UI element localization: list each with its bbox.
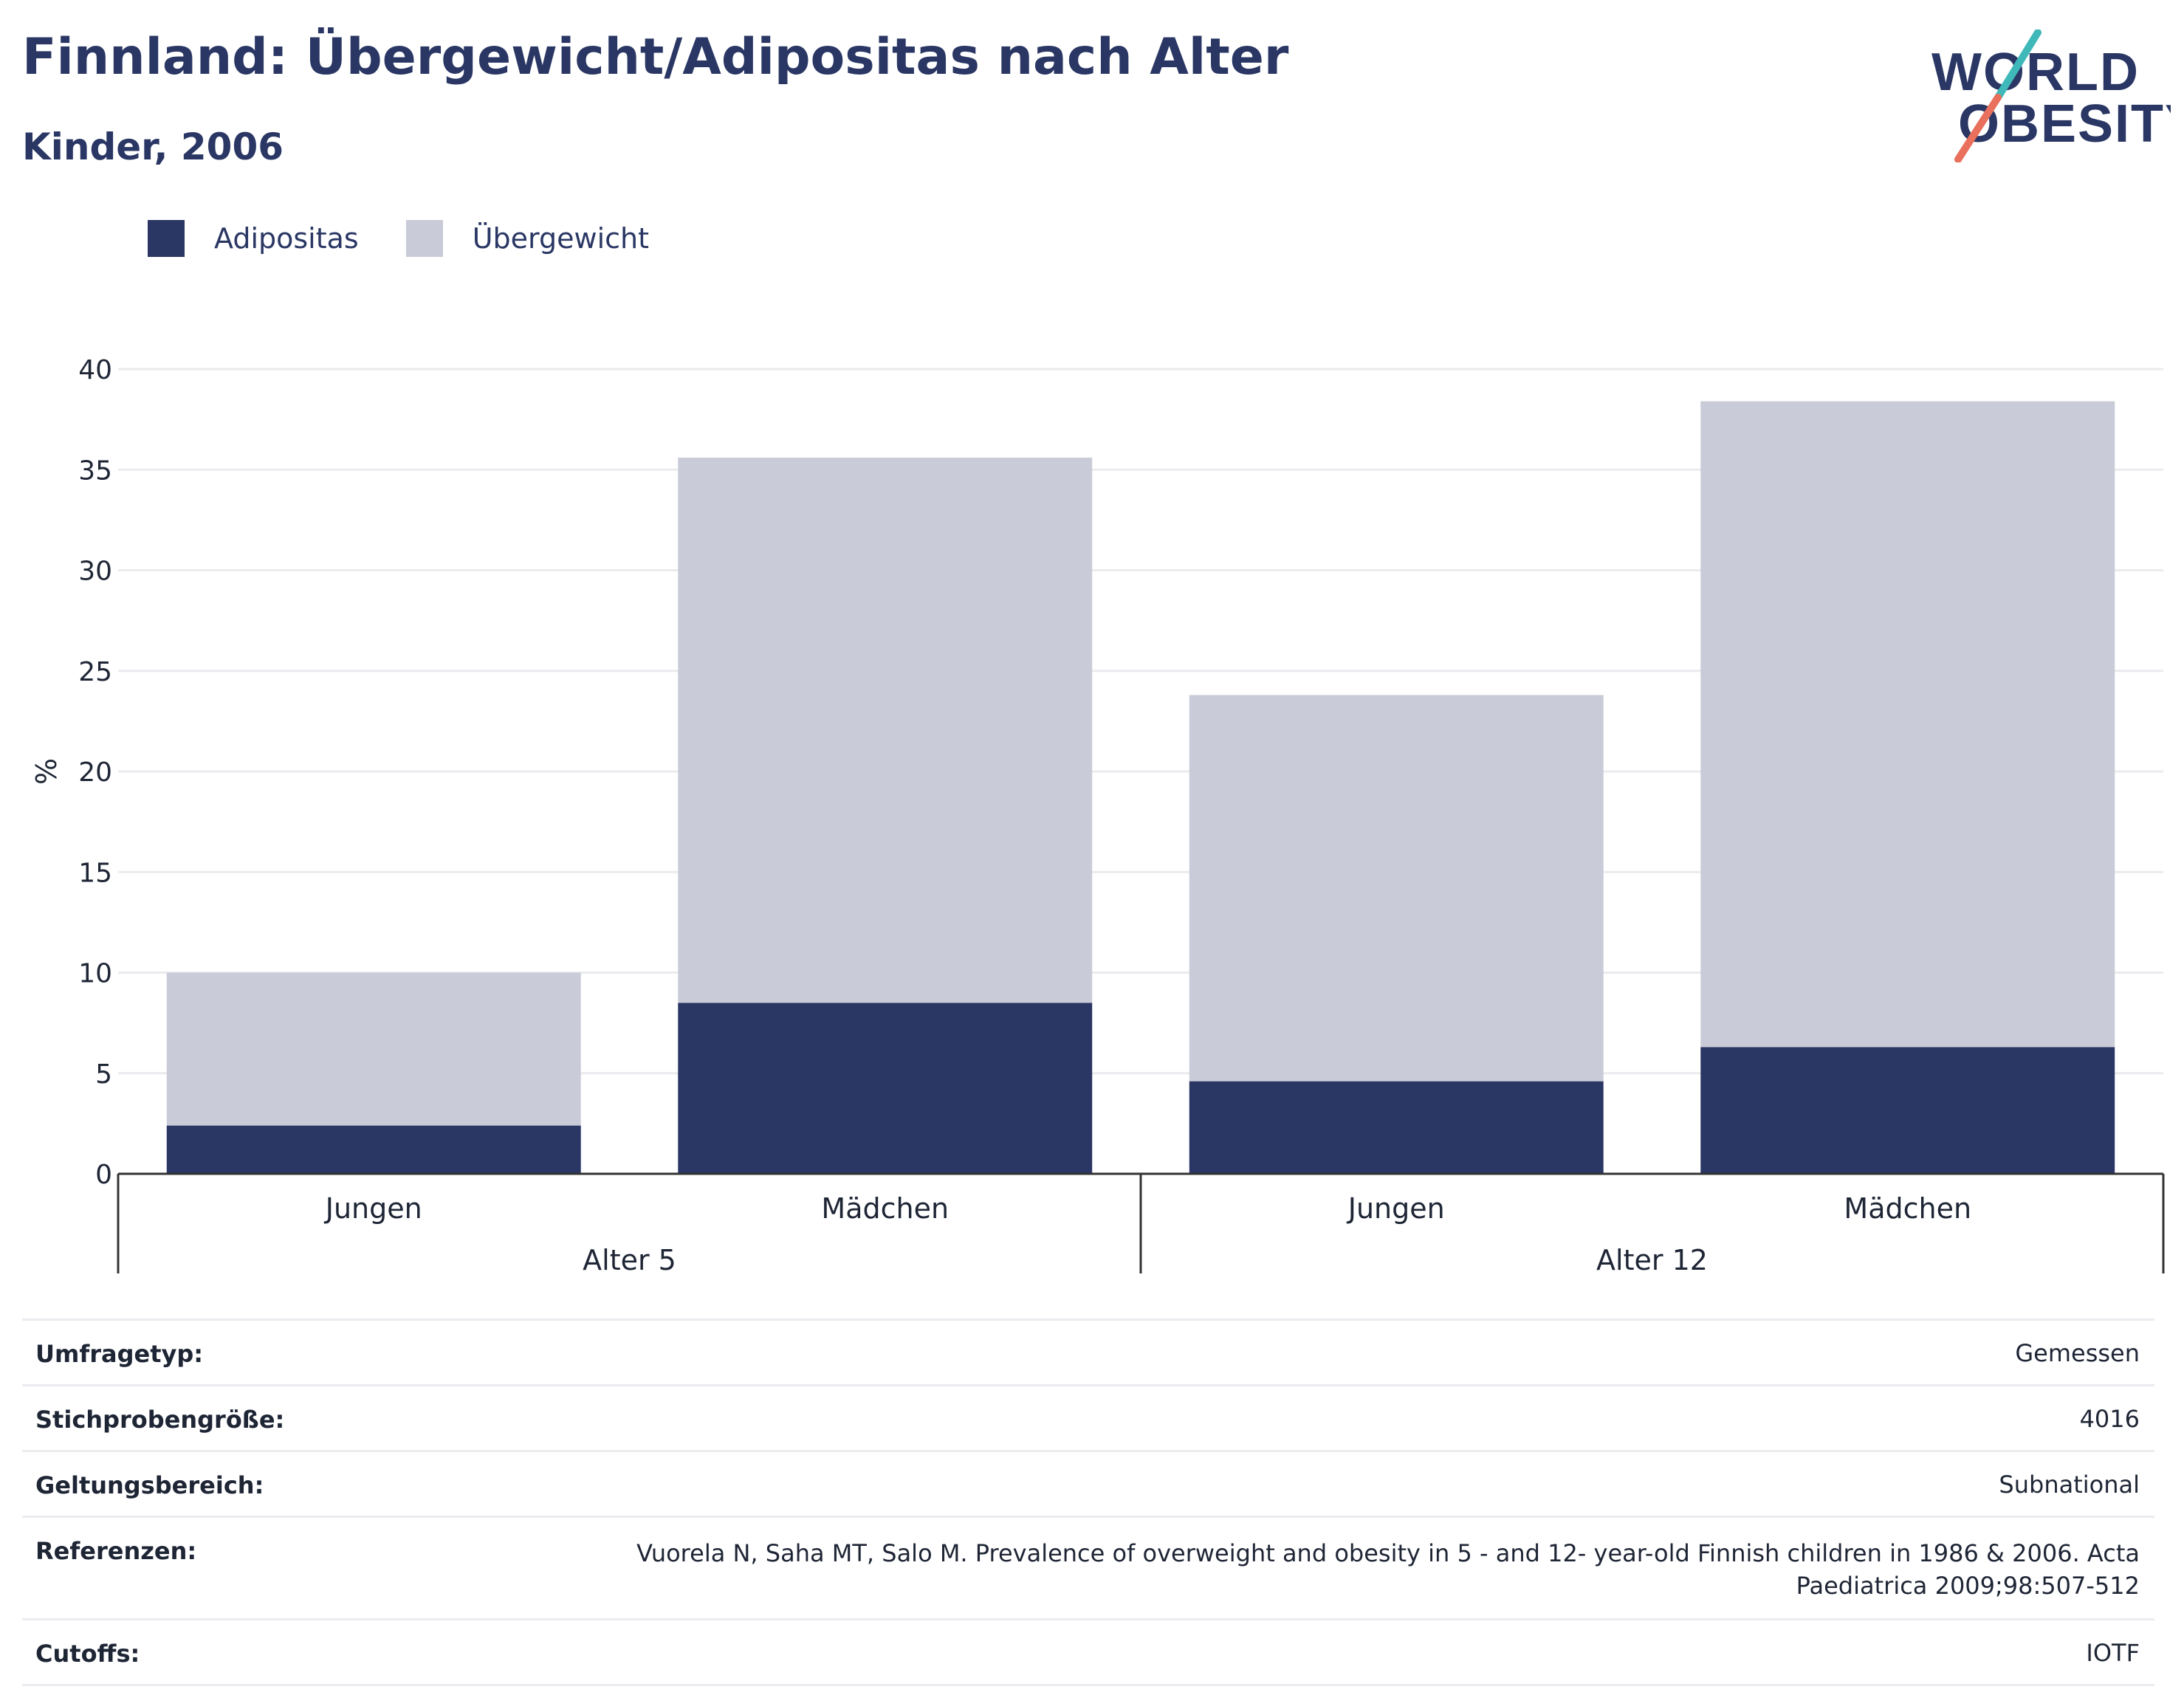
legend-label-adipositas: Adipositas (214, 222, 359, 255)
y-tick-label: 20 (78, 757, 112, 788)
bar-bergewicht-3 (1700, 401, 2115, 1048)
meta-row-scope: Geltungsbereich: Subnational (22, 1450, 2154, 1516)
x-tick-label: Mädchen (1844, 1192, 1971, 1225)
meta-label: Cutoffs: (35, 1640, 140, 1668)
group-label: Alter 5 (583, 1244, 676, 1276)
y-tick-label: 30 (78, 557, 112, 587)
meta-row-references: Referenzen: Vuorela N, Saha MT, Salo M. … (22, 1516, 2154, 1618)
legend-item-uebergewicht: Übergewicht (405, 220, 649, 257)
group-label: Alter 12 (1596, 1244, 1708, 1276)
meta-value: Gemessen (2015, 1339, 2140, 1367)
legend-swatch-uebergewicht (405, 220, 443, 257)
bar-adipositas-0 (166, 1125, 581, 1174)
meta-label: Referenzen: (35, 1537, 197, 1565)
chart-subtitle: Kinder, 2006 (22, 126, 284, 168)
legend-swatch-adipositas (148, 220, 185, 257)
chart-legend: Adipositas Übergewicht (148, 219, 696, 258)
meta-row-survey-type: Umfragetyp: Gemessen (22, 1318, 2154, 1384)
svg-text:WORLD: WORLD (1931, 43, 2140, 102)
y-tick-label: 25 (78, 657, 112, 687)
x-tick-label: Jungen (1347, 1192, 1445, 1225)
stacked-bar-chart: 0 5 10 15 20 25 30 35 40% Jungen Mädchen Jungen Mädc… (30, 355, 2165, 1276)
y-tick-label: 15 (78, 858, 112, 888)
meta-label: Stichprobengröße: (35, 1406, 285, 1434)
meta-row-cutoffs: Cutoffs: IOTF (22, 1618, 2154, 1686)
bar-bergewicht-0 (166, 972, 581, 1126)
meta-value: 4016 (2079, 1405, 2140, 1433)
bar-adipositas-3 (1700, 1047, 2115, 1174)
meta-label: Umfragetyp: (35, 1340, 204, 1368)
chart-title: Finnland: Übergewicht/Adipositas nach Al… (22, 28, 1289, 86)
metadata-table: Umfragetyp: Gemessen Stichprobengröße: 4… (22, 1318, 2154, 1686)
bar-adipositas-1 (678, 1003, 1093, 1174)
meta-value: Subnational (1999, 1471, 2140, 1499)
bar-bergewicht-1 (678, 457, 1093, 1003)
y-axis-label: % (30, 758, 63, 785)
y-tick-label: 40 (78, 355, 112, 385)
y-tick-label: 0 (95, 1160, 112, 1190)
y-tick-label: 5 (95, 1059, 112, 1090)
bar-adipositas-2 (1189, 1081, 1604, 1174)
x-tick-label: Jungen (324, 1192, 422, 1225)
legend-item-adipositas: Adipositas (148, 220, 359, 257)
meta-value: IOTF (2086, 1639, 2140, 1667)
y-tick-label: 35 (78, 455, 112, 486)
meta-row-sample-size: Stichprobengröße: 4016 (22, 1384, 2154, 1450)
world-obesity-logo: WORLD OBESITY (1931, 30, 2171, 162)
x-tick-label: Mädchen (821, 1192, 949, 1225)
meta-label: Geltungsbereich: (35, 1471, 264, 1499)
meta-value: Vuorela N, Saha MT, Salo M. Prevalence o… (636, 1539, 2140, 1600)
legend-label-uebergewicht: Übergewicht (472, 222, 649, 255)
bar-bergewicht-2 (1189, 695, 1604, 1082)
y-tick-label: 10 (78, 959, 112, 989)
